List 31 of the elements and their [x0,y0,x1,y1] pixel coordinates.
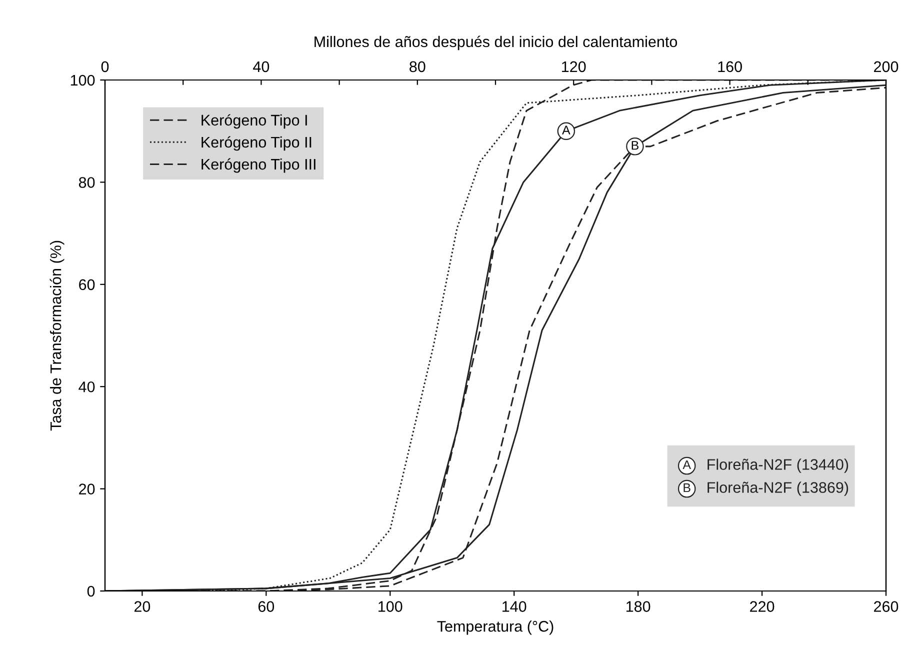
text: B [684,483,690,492]
annotation: A [562,126,570,134]
x-axis-title: Temperatura (°C) [437,620,554,635]
x2-tick-label: 120 [562,61,586,72]
x-tick-label: 100 [378,601,402,612]
x2-tick-label: 0 [101,61,109,72]
y-tick-label: 0 [87,586,95,597]
x-tick-label: 60 [258,601,274,612]
y-tick-label: 60 [79,279,95,290]
x-tick-label: 180 [626,601,650,612]
x2-tick-label: 80 [410,61,426,72]
y-tick-label: 40 [78,381,95,392]
legend-label: Kerógeno Tipo III [202,158,316,173]
y-tick-label: 100 [70,74,95,86]
y-tick-label: 20 [79,484,95,494]
x2-tick-label: 40 [253,61,270,72]
x-tick-label: 20 [134,601,150,612]
x2-tick-label: 160 [718,61,742,72]
y-axis-title: Tasa de Transformación (%) [50,240,64,431]
x-tick-label: 260 [874,601,898,612]
legend-label: Kerógeno Tipo I [202,114,307,129]
annotation: B [632,141,638,150]
text: A [682,460,691,470]
x-tick-label: 220 [750,601,774,612]
x2-tick-label: 200 [874,61,898,72]
legend-label: Floreña-N2F (13869) [708,482,848,496]
x2-axis-title: Millones de años después del inicio del calentamiento [314,36,678,50]
x-tick-label: 140 [502,601,526,612]
y-tick-label: 80 [78,177,95,188]
legend-label: Floreña-N2F (13440) [708,458,848,473]
legend-label: Kerógeno Tipo II [202,136,312,151]
